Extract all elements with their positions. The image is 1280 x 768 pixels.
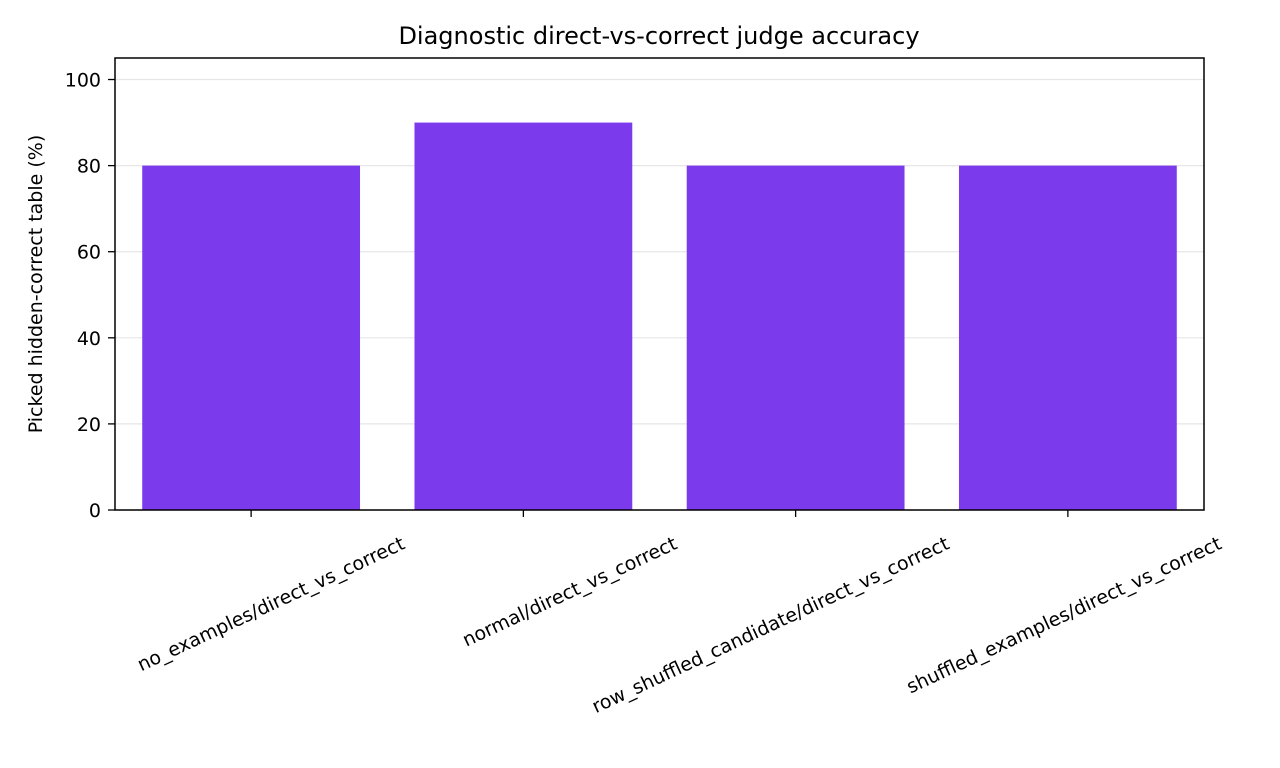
bars bbox=[142, 122, 1177, 511]
y-tick-label: 60 bbox=[77, 242, 101, 264]
bar-3 bbox=[958, 165, 1177, 510]
x-tick-label: normal/direct_vs_correct bbox=[459, 533, 680, 652]
bar-2 bbox=[686, 165, 905, 510]
y-tick-label: 20 bbox=[77, 414, 101, 436]
y-axis: 0 20 40 60 80 100 bbox=[65, 70, 115, 522]
chart-title: Diagnostic direct-vs-correct judge accur… bbox=[398, 22, 919, 50]
y-tick-label: 100 bbox=[65, 70, 101, 92]
y-axis-title: Picked hidden-correct table (%) bbox=[25, 135, 47, 434]
x-tick-label: shuffled_examples/direct_vs_correct bbox=[903, 533, 1225, 699]
bar-0 bbox=[142, 165, 361, 510]
y-tick-label: 40 bbox=[77, 328, 101, 350]
y-tick-label: 80 bbox=[77, 156, 101, 178]
y-tick-label: 0 bbox=[89, 500, 101, 522]
bar-1 bbox=[414, 122, 633, 511]
plot-frame bbox=[114, 57, 1205, 511]
x-axis: no_examples/direct_vs_correct normal/dire… bbox=[134, 510, 1225, 718]
x-tick-label: no_examples/direct_vs_correct bbox=[134, 533, 408, 676]
